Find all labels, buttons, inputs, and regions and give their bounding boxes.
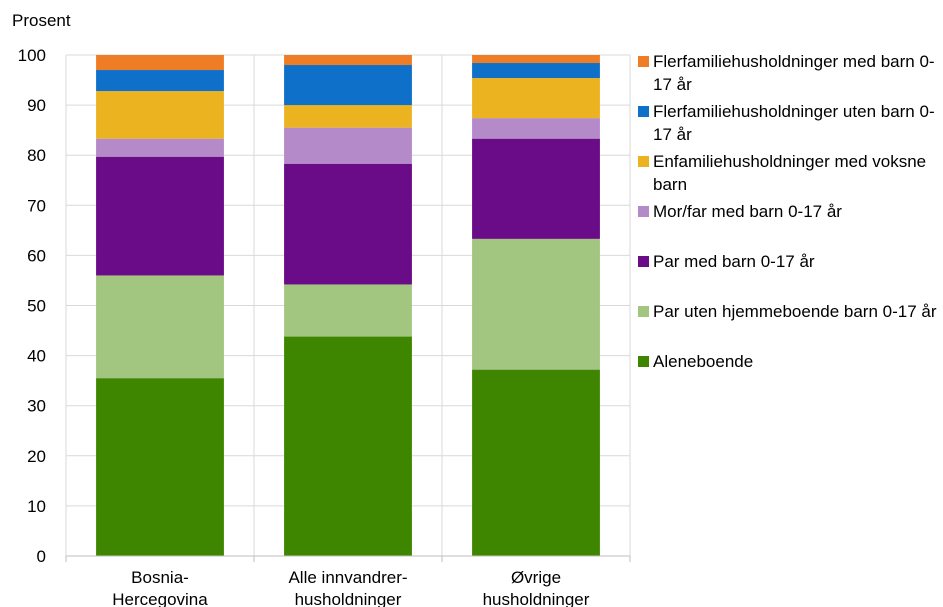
legend-swatch [638, 56, 649, 67]
bar-segment [96, 55, 224, 71]
legend-item: Par uten hjemmeboende barn 0-17 år [638, 300, 938, 323]
bar-segment [96, 138, 224, 157]
legend-item: Par med barn 0-17 år [638, 250, 938, 273]
legend-swatch [638, 206, 649, 217]
y-tick-label: 70 [27, 196, 46, 215]
y-tick-label: 30 [27, 397, 46, 416]
bar-segment [284, 55, 412, 66]
bar-segment [472, 63, 600, 79]
y-tick-label: 100 [18, 46, 46, 65]
y-tick-label: 40 [27, 347, 46, 366]
bar-segment [472, 138, 600, 239]
bar-segment [472, 369, 600, 556]
bar-segment [284, 127, 412, 164]
bar-segment [472, 78, 600, 119]
legend-label: Mor/far med barn 0-17 år [653, 202, 842, 221]
legend-label: Enfamiliehusholdninger med voksne barn [653, 152, 927, 194]
bar-segment [284, 163, 412, 285]
x-tick-label: husholdninger [295, 590, 402, 607]
bar-segment [96, 275, 224, 379]
legend-swatch [638, 306, 649, 317]
bar-segment [472, 55, 600, 64]
x-tick-label: Hercegovina [112, 590, 208, 607]
legend-item: Mor/far med barn 0-17 år [638, 200, 938, 223]
bar-segment [96, 70, 224, 92]
legend-label: Par uten hjemmeboende barn 0-17 år [653, 302, 937, 321]
legend-swatch [638, 156, 649, 167]
y-tick-label: 10 [27, 497, 46, 516]
axes [65, 555, 631, 562]
legend-item: Aleneboende [638, 350, 938, 373]
legend-item: Flerfamiliehusholdninger uten barn 0-17 … [638, 100, 938, 146]
bar-segment [284, 284, 412, 337]
legend-label: Par med barn 0-17 år [653, 252, 815, 271]
legend-swatch [638, 256, 649, 267]
y-tick-labels: 0 10 20 30 40 50 60 70 80 90 100 [18, 46, 46, 566]
y-axis-title: Prosent [12, 11, 71, 30]
x-tick-label: Alle innvandrer- [288, 568, 407, 587]
y-tick-label: 80 [27, 146, 46, 165]
bar-segment [96, 378, 224, 556]
bar-segment [96, 156, 224, 276]
legend-label: Aleneboende [653, 352, 754, 371]
x-tick-label: Øvrige [511, 568, 561, 587]
x-tick-labels: Bosnia- Hercegovina Alle innvandrer-hushol… [112, 568, 589, 607]
legend-label: Flerfamiliehusholdninger uten barn 0-17 … [653, 102, 935, 144]
bars [96, 55, 600, 556]
legend-item: Enfamiliehusholdninger med voksne barn [638, 150, 938, 196]
bar-segment [284, 105, 412, 128]
legend-item: Flerfamiliehusholdninger med barn 0-17 å… [638, 50, 938, 96]
y-tick-label: 60 [27, 246, 46, 265]
bar-segment [472, 238, 600, 370]
x-tick-label: Bosnia- [131, 568, 189, 587]
legend-label: Flerfamiliehusholdninger med barn 0-17 å… [653, 52, 935, 94]
bar-segment [96, 91, 224, 139]
x-tick-label: husholdninger [483, 590, 590, 607]
legend-swatch [638, 106, 649, 117]
y-tick-label: 20 [27, 447, 46, 466]
bar-segment [284, 65, 412, 106]
bar-segment [472, 118, 600, 139]
legend-swatch [638, 356, 649, 367]
bar-segment [284, 336, 412, 556]
y-tick-label: 50 [27, 297, 46, 316]
y-tick-label: 90 [27, 96, 46, 115]
y-tick-label: 0 [37, 547, 46, 566]
